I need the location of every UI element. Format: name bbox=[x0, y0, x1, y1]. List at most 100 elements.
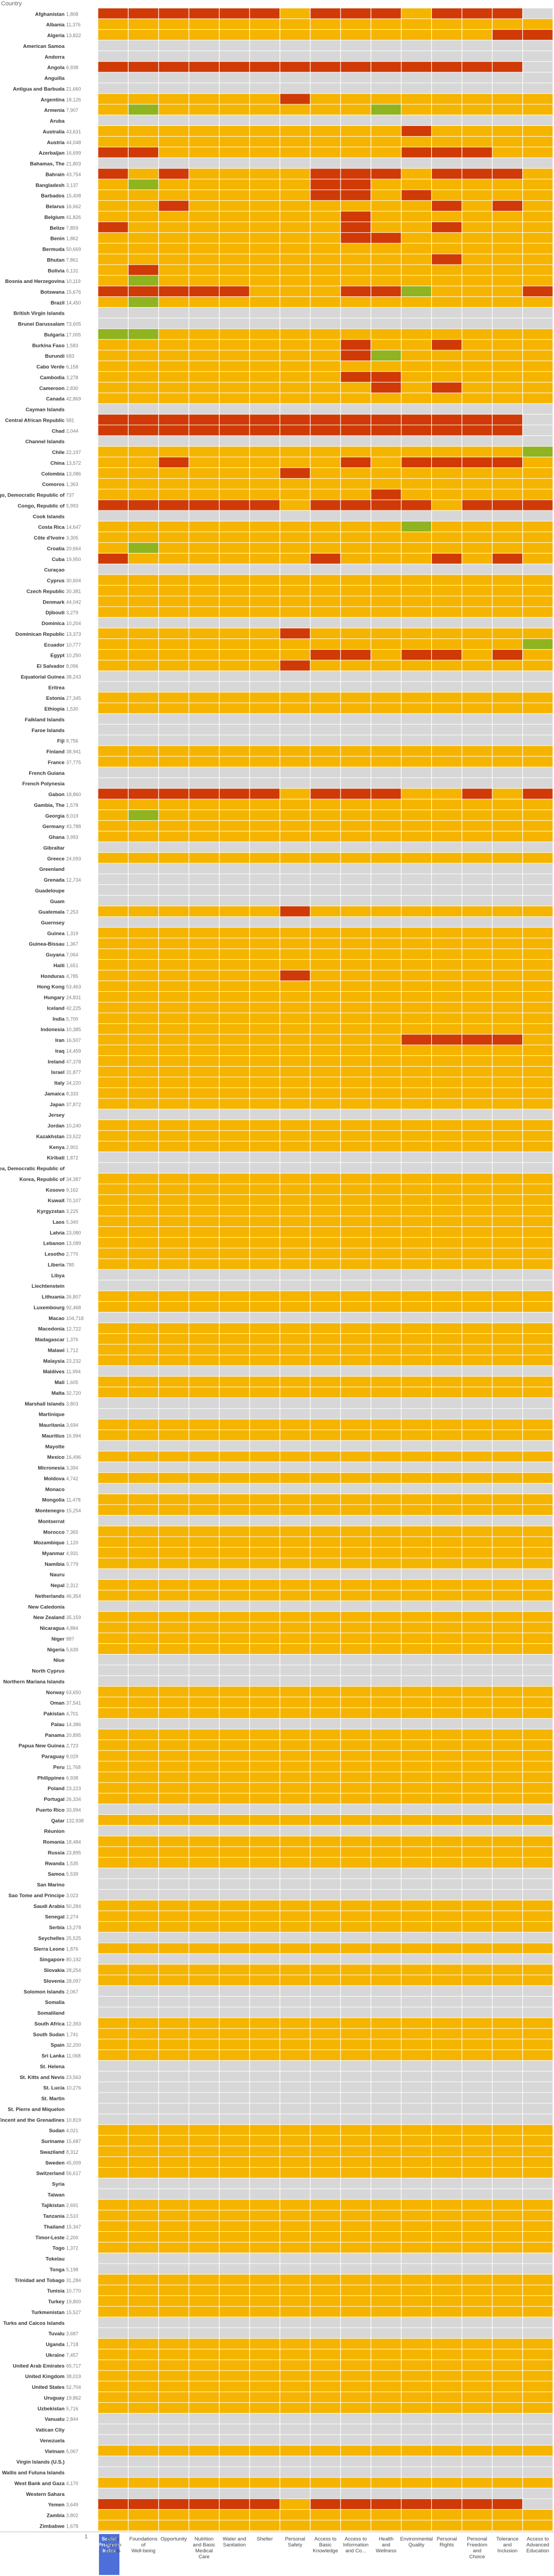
heatmap-cell bbox=[340, 1152, 371, 1162]
heatmap-cell bbox=[189, 2456, 219, 2467]
heatmap-cell bbox=[159, 1708, 189, 1719]
heatmap-cell bbox=[371, 2018, 401, 2028]
heatmap-cell bbox=[129, 1548, 159, 1558]
heatmap-cell bbox=[189, 2424, 219, 2435]
heatmap-cell bbox=[98, 2125, 128, 2135]
gdp-value: 11,994 bbox=[66, 1369, 81, 1374]
gdp-value: 785 bbox=[66, 1262, 74, 1267]
heatmap-cell bbox=[219, 1804, 250, 1815]
heatmap-cell bbox=[523, 297, 553, 307]
heatmap-cell bbox=[159, 1857, 189, 1868]
heatmap-cell bbox=[310, 61, 340, 72]
heatmap-cell bbox=[280, 1815, 310, 1825]
heatmap-cell bbox=[523, 906, 553, 917]
table-row: Bermuda 50,669 bbox=[42, 243, 553, 254]
heatmap-cell bbox=[219, 468, 250, 478]
gdp-value: 887 bbox=[66, 1636, 74, 1642]
heatmap-cell bbox=[219, 1248, 250, 1259]
heatmap-cell bbox=[159, 660, 189, 671]
heatmap-cell bbox=[462, 1259, 492, 1269]
heatmap-cell bbox=[219, 1333, 250, 1344]
heatmap-cell bbox=[371, 1569, 401, 1579]
heatmap-cell bbox=[310, 2285, 340, 2296]
heatmap-cell bbox=[159, 1697, 189, 1708]
heatmap-cell bbox=[189, 1430, 219, 1440]
country-label: Hungary bbox=[44, 995, 65, 1001]
heatmap-cell bbox=[98, 2381, 128, 2392]
heatmap-cell bbox=[250, 906, 280, 917]
heatmap-cell bbox=[523, 2007, 553, 2018]
table-row: Mayotte bbox=[45, 1440, 553, 1451]
heatmap-cell bbox=[432, 1868, 462, 1879]
heatmap-cell bbox=[189, 1729, 219, 1740]
heatmap-cell bbox=[129, 1569, 159, 1579]
heatmap-cell bbox=[371, 2392, 401, 2403]
heatmap-cell bbox=[432, 489, 462, 500]
heatmap-cell bbox=[340, 1815, 371, 1825]
heatmap-cell bbox=[159, 756, 189, 767]
heatmap-cell bbox=[401, 960, 431, 970]
heatmap-cell bbox=[432, 1312, 462, 1323]
heatmap-cell bbox=[250, 927, 280, 938]
heatmap-cell bbox=[371, 51, 401, 61]
heatmap-cell bbox=[189, 1537, 219, 1548]
heatmap-cell bbox=[432, 746, 462, 756]
country-label: Mauritania bbox=[39, 1423, 65, 1429]
heatmap-cell bbox=[340, 2221, 371, 2232]
heatmap-cell bbox=[492, 842, 522, 853]
heatmap-cell bbox=[159, 1985, 189, 1996]
heatmap-cell bbox=[401, 94, 431, 104]
heatmap-cell bbox=[98, 2242, 128, 2253]
heatmap-cell bbox=[310, 756, 340, 767]
heatmap-cell bbox=[401, 265, 431, 275]
heatmap-cell bbox=[219, 2167, 250, 2178]
country-label: Madagascar bbox=[35, 1337, 65, 1343]
column-header-label: Social Progress Index bbox=[98, 2536, 120, 2554]
heatmap-cell bbox=[129, 1879, 159, 1890]
heatmap-cell bbox=[310, 1205, 340, 1216]
country-label: Hong Kong bbox=[37, 984, 65, 990]
heatmap-cell bbox=[189, 2210, 219, 2221]
heatmap-cell bbox=[280, 1280, 310, 1291]
heatmap-cell bbox=[432, 2307, 462, 2317]
heatmap-cell bbox=[340, 2007, 371, 2018]
heatmap-cell bbox=[310, 2018, 340, 2028]
heatmap-cell bbox=[129, 2018, 159, 2028]
heatmap-cell bbox=[129, 147, 159, 158]
country-label: Curaçao bbox=[44, 567, 65, 573]
country-label: Norway bbox=[46, 1690, 65, 1695]
heatmap-cell bbox=[280, 2146, 310, 2156]
heatmap-cell bbox=[129, 1515, 159, 1526]
heatmap-cell bbox=[523, 2456, 553, 2467]
heatmap-cell bbox=[129, 83, 159, 94]
heatmap-cell bbox=[462, 179, 492, 190]
heatmap-cell bbox=[432, 222, 462, 232]
heatmap-cell bbox=[462, 1462, 492, 1473]
heatmap-cell bbox=[462, 1419, 492, 1430]
heatmap-cell bbox=[129, 2007, 159, 2018]
heatmap-cell bbox=[492, 1162, 522, 1173]
table-row: Tajikistan 2,691 bbox=[41, 2199, 553, 2210]
heatmap-cell bbox=[98, 1494, 128, 1505]
heatmap-cell bbox=[129, 2349, 159, 2360]
gdp-value: 15,254 bbox=[66, 1508, 81, 1514]
heatmap-cell bbox=[280, 553, 310, 564]
heatmap-cell bbox=[280, 104, 310, 115]
heatmap-cell bbox=[129, 1056, 159, 1066]
heatmap-cell bbox=[310, 1622, 340, 1633]
heatmap-cell bbox=[492, 682, 522, 692]
heatmap-cell bbox=[401, 949, 431, 960]
heatmap-cell bbox=[492, 2317, 522, 2327]
heatmap-cell bbox=[280, 382, 310, 393]
table-row: Serbia 13,278 bbox=[49, 1921, 553, 1932]
heatmap-cell bbox=[462, 574, 492, 585]
heatmap-cell bbox=[462, 2478, 492, 2488]
heatmap-cell bbox=[371, 820, 401, 831]
heatmap-cell bbox=[250, 1954, 280, 1964]
heatmap-cell bbox=[189, 553, 219, 564]
table-row: Luxembourg 92,468 bbox=[33, 1302, 553, 1312]
country-label: Greece bbox=[47, 856, 65, 862]
table-row: Italy 34,220 bbox=[54, 1077, 553, 1088]
heatmap-cell bbox=[98, 211, 128, 222]
table-row: Austria 44,048 bbox=[47, 136, 553, 147]
